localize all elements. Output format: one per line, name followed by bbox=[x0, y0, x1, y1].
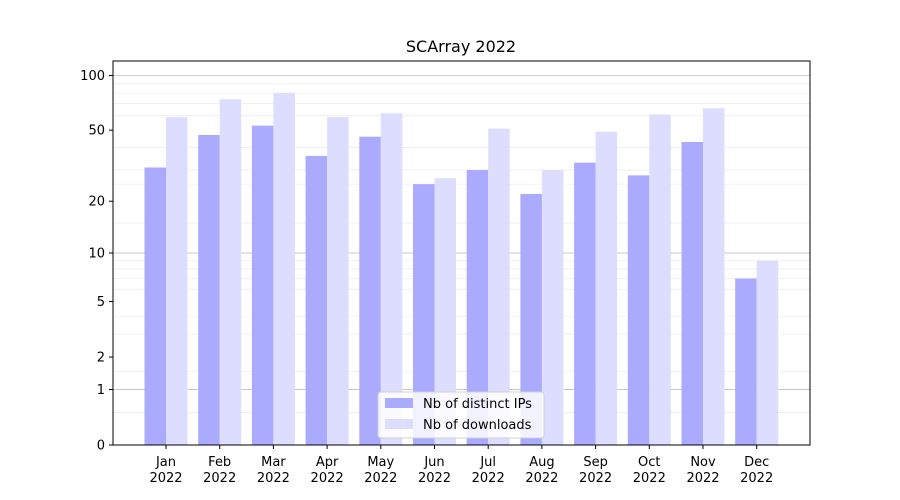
bar-distinct-ips bbox=[627, 175, 650, 445]
x-tick-label: Dec 2022 bbox=[740, 455, 773, 486]
y-tick-label: 2 bbox=[97, 351, 105, 366]
bar-distinct-ips bbox=[144, 167, 166, 445]
bar-downloads bbox=[541, 170, 564, 445]
x-tick-label: Aug 2022 bbox=[525, 455, 558, 486]
bar-distinct-ips bbox=[735, 278, 757, 445]
bar-downloads bbox=[488, 128, 510, 445]
bar-distinct-ips bbox=[466, 170, 489, 445]
y-tick-label: 1 bbox=[97, 383, 105, 398]
y-tick-label: 5 bbox=[97, 295, 105, 310]
y-tick-label: 0 bbox=[97, 439, 105, 454]
x-tick-label: Feb 2022 bbox=[203, 455, 236, 486]
x-tick-label: Mar 2022 bbox=[257, 455, 290, 486]
y-axis: 0 1 2 5 10 20 50 100 bbox=[80, 69, 113, 454]
y-tick-label: 20 bbox=[88, 195, 105, 210]
bar-distinct-ips bbox=[251, 125, 274, 446]
legend-label: Nb of downloads bbox=[423, 418, 532, 433]
bar-downloads bbox=[327, 117, 349, 446]
x-tick-label: Jul 2022 bbox=[472, 455, 505, 486]
legend-swatch bbox=[385, 419, 413, 429]
bar-downloads bbox=[595, 131, 618, 445]
legend: Nb of distinct IPs Nb of downloads bbox=[377, 391, 545, 439]
x-axis: Jan 2022 Feb 2022 Mar 2022 Apr 2022 May 2022 Jun 20… bbox=[149, 445, 773, 486]
legend-label: Nb of distinct IPs bbox=[423, 397, 532, 412]
bar-distinct-ips bbox=[413, 184, 435, 446]
x-tick-label: Jun 2022 bbox=[418, 455, 451, 486]
y-tick-label: 10 bbox=[88, 247, 105, 262]
x-tick-label: May 2022 bbox=[364, 455, 397, 486]
legend-swatch bbox=[385, 398, 413, 408]
x-tick-label: Nov 2022 bbox=[686, 455, 719, 486]
x-tick-label: Oct 2022 bbox=[633, 455, 666, 486]
bar-distinct-ips bbox=[520, 193, 542, 445]
legend-box bbox=[377, 391, 545, 439]
bar-downloads bbox=[273, 93, 295, 445]
x-tick-label: Jan 2022 bbox=[149, 455, 182, 486]
bar-downloads bbox=[166, 117, 188, 446]
bar-downloads bbox=[219, 99, 242, 445]
bar-distinct-ips bbox=[574, 162, 596, 445]
bar-distinct-ips bbox=[305, 155, 328, 445]
bars bbox=[144, 93, 779, 446]
bar-downloads bbox=[649, 114, 671, 446]
bar-distinct-ips bbox=[198, 135, 220, 445]
bar-downloads bbox=[380, 113, 403, 445]
bar-distinct-ips bbox=[359, 136, 381, 445]
x-tick-label: Apr 2022 bbox=[311, 455, 344, 486]
chart-title: SCArray 2022 bbox=[406, 37, 516, 56]
y-tick-label: 50 bbox=[88, 124, 105, 139]
x-tick-label: Sep 2022 bbox=[579, 455, 612, 486]
bar-distinct-ips bbox=[681, 141, 703, 446]
bar-downloads bbox=[434, 178, 456, 446]
bar-downloads bbox=[703, 108, 725, 445]
bar-downloads bbox=[756, 260, 779, 445]
y-tick-label: 100 bbox=[80, 69, 105, 84]
